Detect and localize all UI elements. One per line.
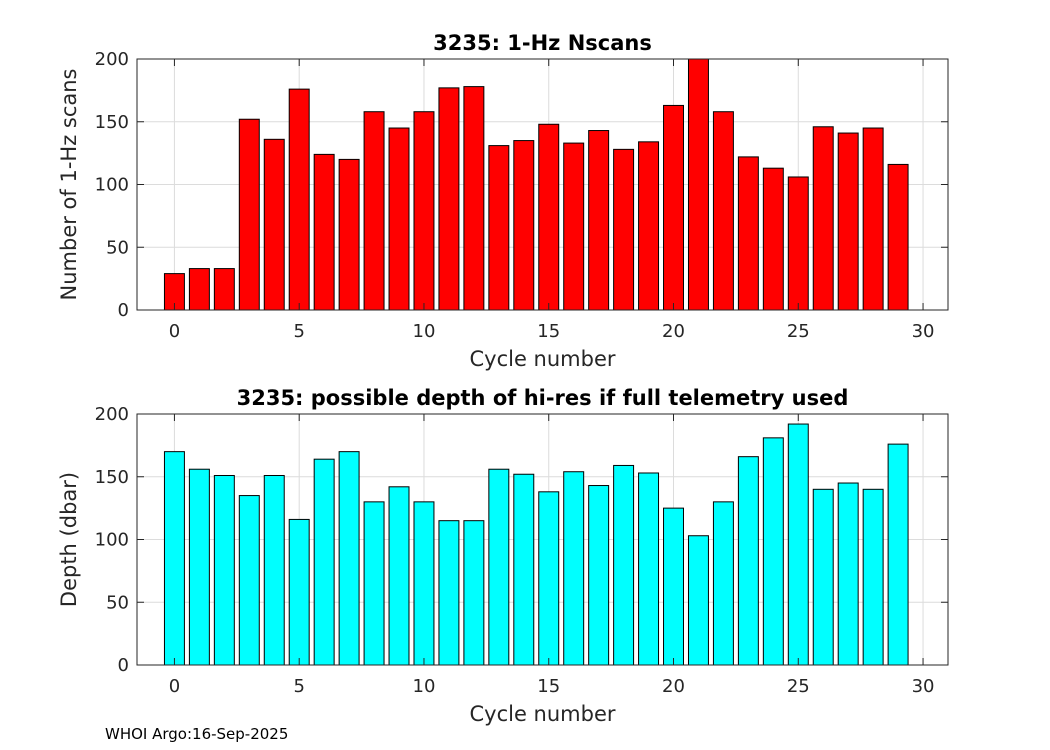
chart2-bar — [787, 423, 809, 666]
chart1-bar — [188, 268, 210, 311]
chart1-bar — [862, 127, 884, 311]
chart2-bar — [388, 486, 410, 666]
chart1-bar — [538, 123, 560, 311]
chart1-x-axis-label: Cycle number — [469, 347, 615, 371]
chart1-bar — [638, 141, 660, 311]
chart2-bar — [538, 491, 560, 666]
chart2-x-tick-label: 5 — [293, 676, 304, 697]
chart2-y-axis-label: Depth (dbar) — [57, 472, 81, 607]
chart1-y-tick-label: 200 — [95, 49, 129, 70]
chart1-bar — [338, 158, 360, 311]
chart1-y-axis-label: Number of 1-Hz scans — [57, 69, 81, 301]
chart1-bar — [687, 58, 709, 311]
chart1-x-tick-label: 0 — [169, 321, 180, 342]
chart2-x-tick-label: 10 — [413, 676, 436, 697]
chart2-bar — [463, 520, 485, 666]
chart1-bar — [488, 145, 510, 311]
chart2-bar — [488, 468, 510, 666]
chart1-x-tick-label: 25 — [787, 321, 810, 342]
chart1-x-tick-label: 5 — [293, 321, 304, 342]
chart1-bar — [787, 176, 809, 311]
chart2-bar — [213, 474, 235, 666]
chart2-bar — [862, 488, 884, 666]
chart2-bar — [413, 501, 435, 666]
chart2-bar — [563, 471, 585, 666]
chart2-x-axis-label: Cycle number — [469, 702, 615, 726]
chart1-bar — [288, 88, 310, 311]
chart1-bar — [563, 142, 585, 311]
chart2-bar — [737, 456, 759, 666]
chart1-bar — [413, 111, 435, 311]
chart2-bar — [338, 451, 360, 666]
chart2-bar — [313, 458, 335, 666]
chart2-title: 3235: possible depth of hi-res if full t… — [237, 386, 849, 410]
chart2-y-tick-label: 200 — [95, 404, 129, 425]
chart1-bar — [762, 167, 784, 311]
chart2-bar — [513, 473, 535, 666]
chart2-bar — [663, 507, 684, 666]
chart2-x-tick-label: 15 — [537, 676, 560, 697]
chart2-y-tick-label: 100 — [95, 530, 129, 551]
chart2-bar — [363, 501, 385, 666]
chart1-bar — [663, 104, 684, 311]
chart1-bar — [613, 148, 635, 311]
chart2-bar — [887, 443, 909, 666]
chart2-y-tick-label: 150 — [95, 467, 129, 488]
chart1-bar — [837, 132, 859, 311]
chart1-y-tick-label: 50 — [106, 237, 129, 258]
chart2-y-tick-label: 50 — [106, 592, 129, 613]
chart2-bar — [238, 495, 260, 666]
chart1-bar — [588, 130, 610, 311]
chart2-x-tick-label: 25 — [787, 676, 810, 697]
chart1-bar — [313, 153, 335, 311]
chart1-bar — [463, 86, 485, 311]
chart2-bar — [687, 535, 709, 666]
chart2-bar — [712, 501, 734, 666]
chart1-bar — [363, 111, 385, 311]
chart1-bar — [263, 138, 285, 311]
chart1-bar — [213, 268, 235, 311]
chart1-bar — [438, 87, 460, 311]
chart2-bar — [837, 482, 859, 666]
chart2-x-tick-label: 20 — [662, 676, 685, 697]
chart1-y-tick-label: 0 — [118, 300, 129, 321]
chart1-bar — [388, 127, 410, 311]
chart2-bar — [263, 474, 285, 666]
chart2-y-tick-label: 0 — [118, 655, 129, 676]
chart1-bar — [812, 126, 834, 311]
chart1-x-tick-label: 15 — [537, 321, 560, 342]
chart2-bar — [588, 485, 610, 666]
chart2-bar — [188, 468, 210, 666]
chart2-bar — [288, 518, 310, 666]
chart2-x-tick-label: 30 — [912, 676, 935, 697]
chart1-bar — [737, 156, 759, 311]
chart1-bar — [513, 140, 535, 311]
footer-note: WHOI Argo:16-Sep-2025 — [105, 725, 289, 743]
chart2-bar — [638, 472, 660, 666]
chart1-y-tick-label: 100 — [95, 175, 129, 196]
chart2-bar — [812, 488, 834, 666]
chart1-y-tick-label: 150 — [95, 112, 129, 133]
chart2-bar — [762, 437, 784, 666]
chart1-x-tick-label: 20 — [662, 321, 685, 342]
chart2-bar — [438, 520, 460, 666]
chart1-x-tick-label: 30 — [912, 321, 935, 342]
chart1-bar — [887, 163, 909, 311]
chart1-bar — [712, 111, 734, 311]
chart1-title: 3235: 1-Hz Nscans — [433, 31, 652, 55]
chart1-x-tick-label: 10 — [413, 321, 436, 342]
chart2-x-tick-label: 0 — [169, 676, 180, 697]
chart2-bar — [613, 464, 635, 666]
chart1-bar — [238, 118, 260, 311]
chart2-bar — [163, 451, 185, 666]
